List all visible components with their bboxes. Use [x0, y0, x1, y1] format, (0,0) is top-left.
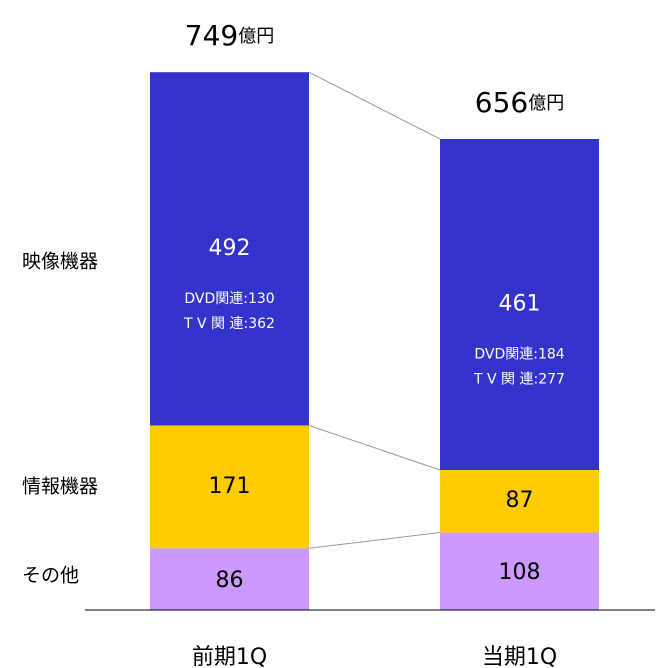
annotation-value: 362	[248, 316, 275, 332]
connector	[308, 531, 441, 549]
legend-label: 情報機器	[22, 475, 98, 497]
annotation-label: T V 関 連:	[183, 316, 248, 332]
annotation: T V 関 連:362	[183, 316, 275, 332]
annotation-value: 184	[538, 346, 565, 362]
annotation-label: DVD関連:	[474, 346, 538, 362]
legend-label: その他	[22, 565, 79, 587]
total-unit: 億円	[528, 93, 564, 114]
bar-segment	[150, 72, 309, 426]
bar-segment	[440, 138, 599, 470]
total-unit: 億円	[238, 26, 274, 47]
x-tick-label: 前期1Q	[192, 645, 267, 668]
annotation-value: 130	[248, 291, 275, 307]
total-value: 749	[185, 19, 238, 52]
bar-segment	[150, 425, 309, 549]
connector	[308, 425, 441, 471]
total-label: 749億円	[185, 19, 274, 52]
bar-segment	[440, 469, 599, 533]
total-label: 656億円	[475, 86, 564, 119]
annotation: DVD関連:130	[184, 291, 274, 307]
value-label: 108	[499, 560, 541, 585]
value-label: 171	[209, 474, 251, 499]
value-label: 461	[499, 291, 541, 316]
x-tick-label: 当期1Q	[482, 645, 557, 668]
legend-label: 映像機器	[22, 250, 98, 272]
annotation-value: 277	[538, 371, 565, 387]
total-value: 656	[475, 86, 528, 119]
annotation: DVD関連:184	[474, 346, 564, 362]
value-label: 492	[209, 236, 251, 261]
connector	[308, 71, 441, 140]
value-label: 87	[506, 488, 534, 513]
bar-segment	[150, 548, 309, 610]
bar-segment	[440, 532, 599, 610]
value-label: 86	[216, 568, 244, 593]
annotation-label: T V 関 連:	[473, 371, 538, 387]
annotation: T V 関 連:277	[473, 371, 565, 387]
annotation-label: DVD関連:	[184, 291, 248, 307]
